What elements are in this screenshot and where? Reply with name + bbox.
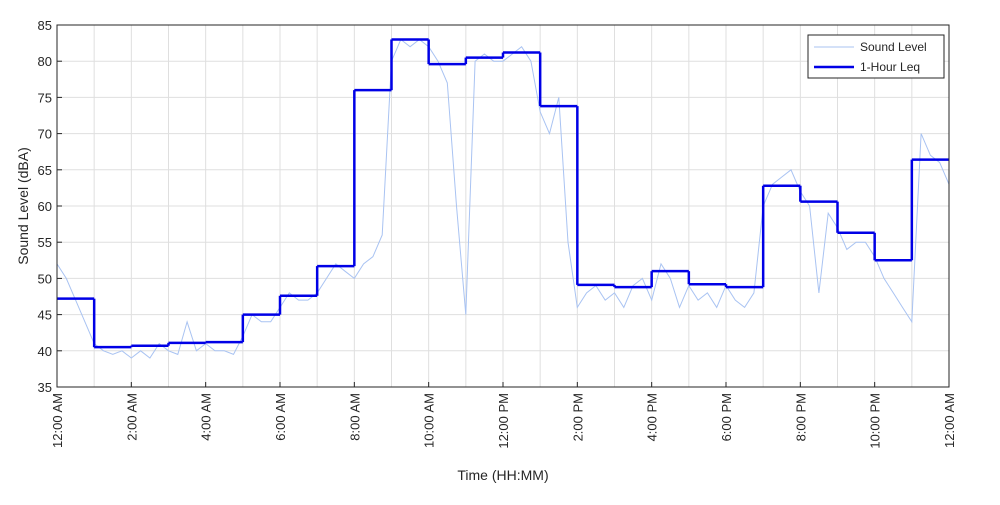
legend-label: Sound Level	[860, 40, 927, 54]
y-tick-label: 85	[38, 18, 52, 33]
y-tick-label: 35	[38, 380, 52, 395]
x-tick-label: 10:00 AM	[422, 393, 437, 448]
y-tick-label: 60	[38, 199, 52, 214]
x-tick-label: 6:00 AM	[273, 393, 288, 441]
x-tick-label: 4:00 AM	[199, 393, 214, 441]
x-tick-label: 12:00 AM	[942, 393, 957, 448]
x-tick-label: 12:00 PM	[496, 393, 511, 449]
x-tick-label: 12:00 AM	[50, 393, 65, 448]
y-tick-label: 50	[38, 271, 52, 286]
axes-box	[56, 24, 950, 388]
x-tick-label: 8:00 AM	[347, 393, 362, 441]
legend: Sound Level 1-Hour Leq	[807, 34, 945, 79]
y-tick-label: 80	[38, 54, 52, 69]
y-tick-label: 65	[38, 163, 52, 178]
x-tick-label: 2:00 PM	[570, 393, 585, 441]
x-tick-label: 2:00 AM	[124, 393, 139, 441]
legend-label: 1-Hour Leq	[860, 60, 920, 74]
y-tick-label: 75	[38, 90, 52, 105]
y-tick-label: 70	[38, 127, 52, 142]
x-tick-label: 10:00 PM	[868, 393, 883, 449]
x-tick-label: 8:00 PM	[793, 393, 808, 441]
y-tick-label: 40	[38, 344, 52, 359]
x-tick-label: 6:00 PM	[719, 393, 734, 441]
y-tick-label: 45	[38, 308, 52, 323]
y-tick-label: 55	[38, 235, 52, 250]
x-tick-label: 4:00 PM	[645, 393, 660, 441]
legend-box	[807, 34, 945, 79]
x-axis-label: Time (HH:MM)	[457, 467, 548, 483]
y-axis-label: Sound Level (dBA)	[15, 147, 31, 265]
